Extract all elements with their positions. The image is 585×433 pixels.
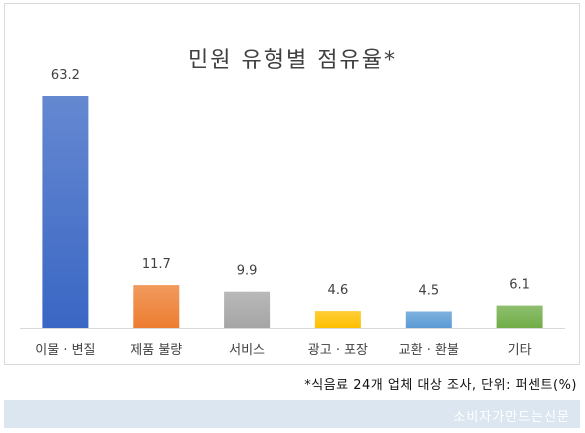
category-label-2: 제품 불량 — [130, 343, 182, 358]
bar-6 — [496, 305, 543, 328]
chart-footnote: *식음료 24개 업체 대상 조사, 단위: 퍼센트(%) — [304, 378, 577, 393]
bar-1 — [42, 96, 89, 328]
category-label-6: 기타 — [508, 343, 532, 358]
category-label-1: 이물 · 변질 — [35, 343, 95, 358]
category-label-5: 교환 · 환불 — [399, 343, 459, 358]
bar-3 — [224, 291, 271, 328]
chart-frame — [4, 3, 580, 365]
data-label-6: 6.1 — [509, 278, 530, 293]
publisher-banner: 소비자가만드는신문 — [4, 400, 580, 428]
data-label-3: 9.9 — [237, 264, 258, 279]
data-label-4: 4.6 — [328, 283, 349, 298]
data-label-1: 63.2 — [51, 68, 80, 83]
category-label-3: 서비스 — [229, 343, 265, 358]
bar-4 — [314, 311, 361, 328]
data-label-2: 11.7 — [142, 257, 171, 272]
data-label-5: 4.5 — [418, 284, 439, 299]
bar-2 — [133, 285, 180, 328]
category-label-4: 광고 · 포장 — [308, 343, 368, 358]
bar-5 — [405, 311, 452, 328]
chart-title: 민원 유형별 점유율* — [188, 48, 397, 73]
publisher-watermark: 소비자가만드는신문 — [453, 410, 570, 425]
